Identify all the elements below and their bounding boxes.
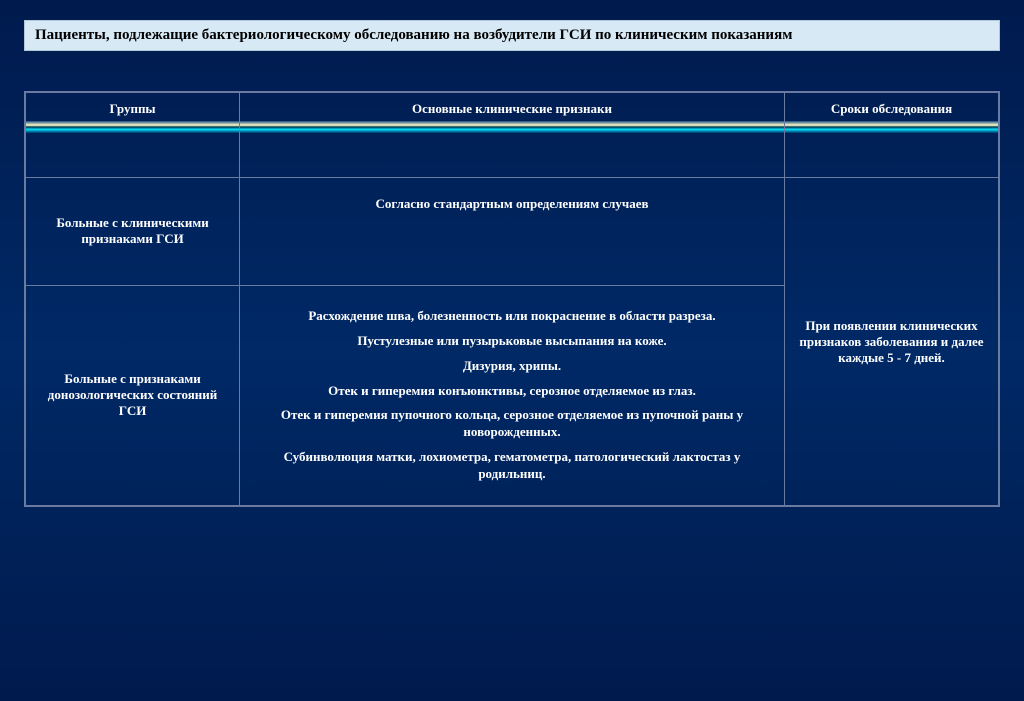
header-decor-band bbox=[26, 121, 239, 133]
table-header-row: Группы Основные клинические признаки Сро… bbox=[26, 93, 999, 178]
sign-text: Дизурия, хрипы. bbox=[260, 358, 764, 375]
main-table: Группы Основные клинические признаки Сро… bbox=[25, 92, 999, 506]
cell-signs-1: Согласно стандартным определениям случае… bbox=[240, 178, 785, 286]
cell-signs-2: Расхождение шва, болезненность или покра… bbox=[240, 285, 785, 505]
header-decor-band bbox=[785, 121, 998, 133]
header-signs: Основные клинические признаки bbox=[240, 93, 785, 178]
header-groups: Группы bbox=[26, 93, 240, 178]
header-timing: Сроки обследования bbox=[784, 93, 998, 178]
header-timing-label: Сроки обследования bbox=[831, 101, 952, 116]
sign-text: Согласно стандартным определениям случае… bbox=[260, 196, 764, 213]
header-signs-label: Основные клинические признаки bbox=[412, 101, 612, 116]
sign-text: Расхождение шва, болезненность или покра… bbox=[260, 308, 764, 325]
header-decor-band bbox=[240, 121, 784, 133]
sign-text: Субинволюция матки, лохиометра, гематоме… bbox=[260, 449, 764, 483]
sign-text: Отек и гиперемия пупочного кольца, сероз… bbox=[260, 407, 764, 441]
slide-title: Пациенты, подлежащие бактериологическому… bbox=[24, 20, 1000, 51]
main-table-container: Группы Основные клинические признаки Сро… bbox=[24, 91, 1000, 507]
header-groups-label: Группы bbox=[109, 101, 155, 116]
cell-group-2: Больные с признаками донозологических со… bbox=[26, 285, 240, 505]
sign-text: Пустулезные или пузырьковые высыпания на… bbox=[260, 333, 764, 350]
sign-text: Отек и гиперемия конъюнктивы, серозное о… bbox=[260, 383, 764, 400]
cell-timing: При появлении клинических признаков забо… bbox=[784, 178, 998, 506]
table-row: Больные с клиническими признаками ГСИ Со… bbox=[26, 178, 999, 286]
cell-group-1: Больные с клиническими признаками ГСИ bbox=[26, 178, 240, 286]
